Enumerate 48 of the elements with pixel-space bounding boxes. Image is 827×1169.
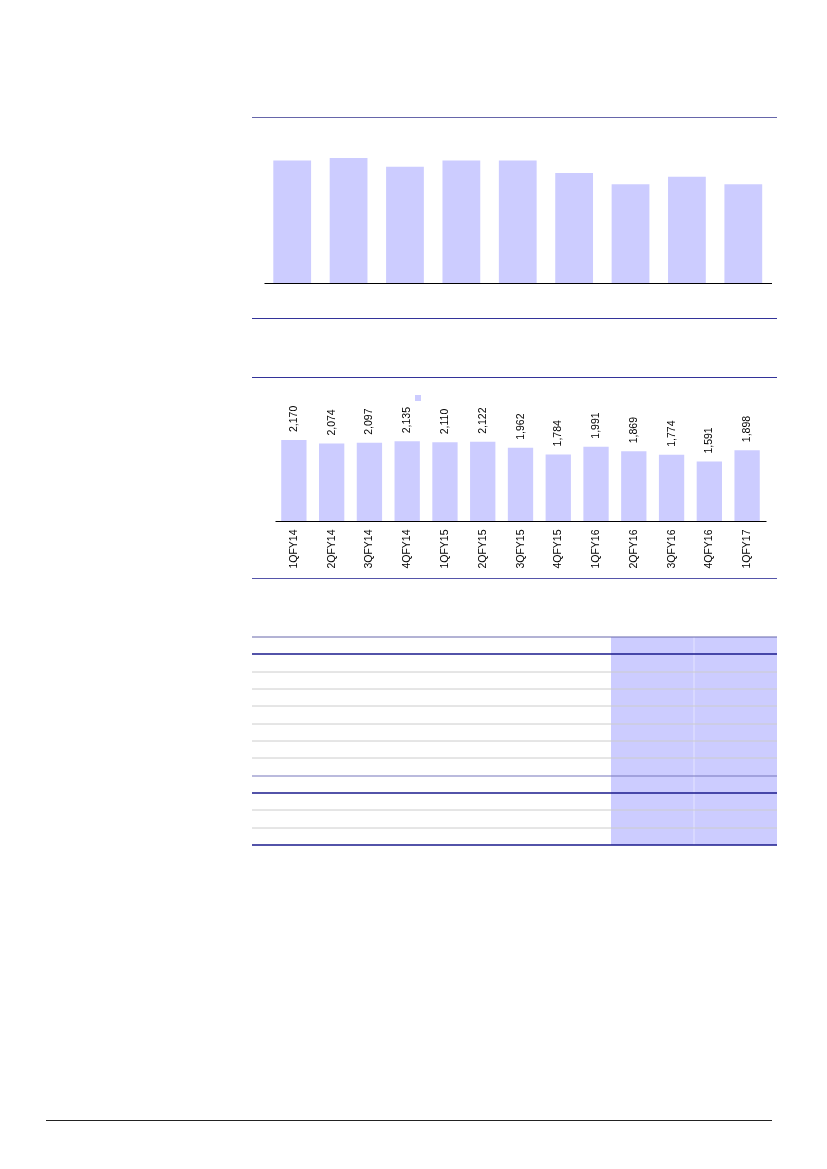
x-tick-label: 1QFY14 xyxy=(286,529,299,569)
data-label: 2,122 xyxy=(475,407,488,434)
data-label: 2,110 xyxy=(437,408,450,435)
bar xyxy=(281,440,307,521)
bar xyxy=(611,184,650,283)
data-label: 1,991 xyxy=(589,412,602,439)
bar xyxy=(658,454,685,521)
bar xyxy=(273,160,312,283)
bar xyxy=(386,166,424,283)
bar xyxy=(668,176,706,283)
bar xyxy=(470,441,496,521)
data-label: 1,962 xyxy=(513,413,526,440)
bar xyxy=(507,447,534,521)
bar xyxy=(329,158,368,283)
x-tick-label: 3QFY15 xyxy=(513,529,526,569)
x-tick-label: 2QFY16 xyxy=(626,529,639,569)
bar xyxy=(621,451,647,521)
data-label: 2,074 xyxy=(324,409,337,436)
data-label: 1,591 xyxy=(702,427,715,454)
bar xyxy=(583,446,609,521)
bar xyxy=(432,442,458,521)
data-label: 1,774 xyxy=(664,420,677,447)
x-tick-label: 4QFY15 xyxy=(551,529,564,569)
x-tick-label: 3QFY16 xyxy=(664,529,677,569)
x-tick-label: 2QFY14 xyxy=(324,529,337,569)
bar xyxy=(498,160,537,283)
bar xyxy=(356,442,383,521)
data-label: 2,097 xyxy=(362,408,375,435)
bar xyxy=(696,461,722,521)
bar xyxy=(734,450,760,521)
data-label: 1,898 xyxy=(740,415,753,443)
data-label: 1,784 xyxy=(551,419,564,447)
x-tick-label: 1QFY16 xyxy=(589,529,602,569)
bar xyxy=(319,443,345,521)
x-tick-label: 1QFY17 xyxy=(740,529,753,569)
x-tick-label: 4QFY14 xyxy=(400,529,413,569)
data-label: 2,135 xyxy=(400,406,413,434)
x-tick-label: 3QFY14 xyxy=(362,529,375,569)
bar xyxy=(442,160,481,283)
bar xyxy=(724,184,763,283)
data-label: 1,869 xyxy=(626,416,639,444)
bar xyxy=(394,441,420,521)
data-label: 2,170 xyxy=(286,405,299,432)
x-tick-label: 1QFY15 xyxy=(437,529,450,569)
bar xyxy=(555,173,594,283)
x-tick-label: 2QFY15 xyxy=(475,529,488,569)
bar xyxy=(545,454,571,521)
x-tick-label: 4QFY16 xyxy=(702,529,715,569)
